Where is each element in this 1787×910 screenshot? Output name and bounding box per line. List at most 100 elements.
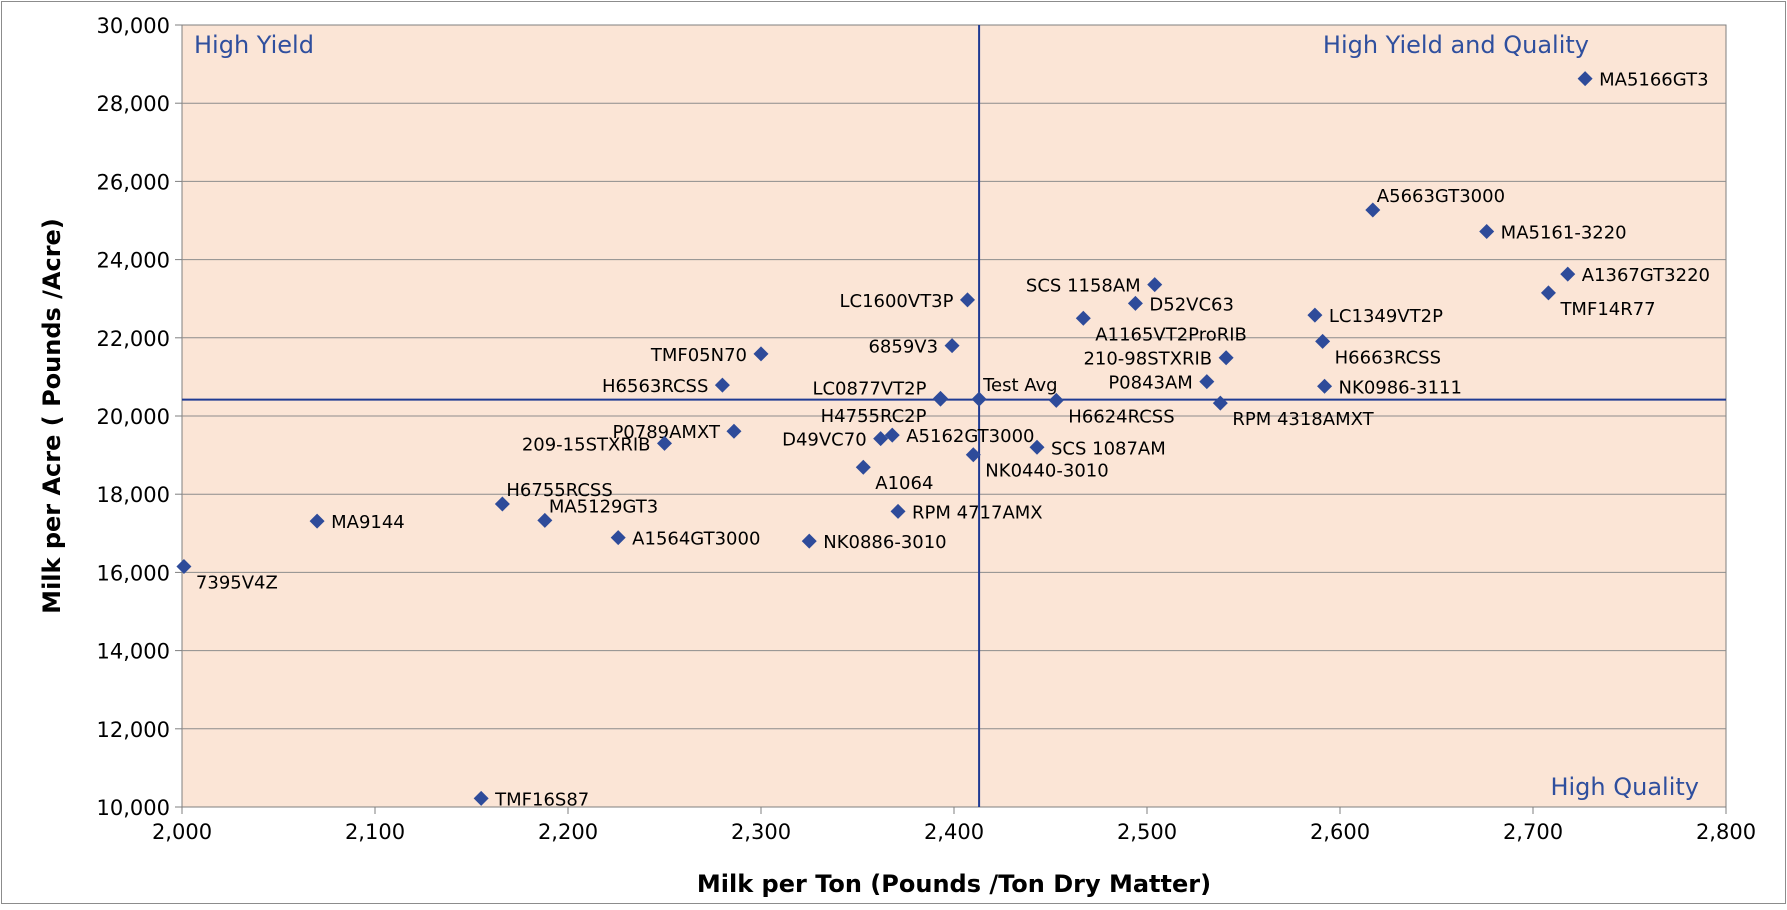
- point-label: 209-15STXRIB: [522, 434, 651, 455]
- point-label: MA5166GT3: [1599, 70, 1708, 91]
- y-tick-label: 16,000: [97, 561, 170, 585]
- point-label: H6755RCSS: [506, 480, 612, 501]
- point-label: MA5161-3220: [1501, 222, 1627, 243]
- data-point: [873, 431, 889, 447]
- point-label: A1564GT3000: [632, 529, 760, 550]
- point-label: SCS 1158AM: [1026, 276, 1141, 297]
- data-point: [309, 513, 325, 529]
- data-point: [714, 377, 730, 393]
- x-tick-label: 2,000: [152, 820, 212, 844]
- data-point: [884, 427, 900, 443]
- point-label: P0843AM: [1108, 373, 1193, 394]
- data-point: [537, 512, 553, 528]
- point-label: H6624RCSS: [1068, 406, 1174, 427]
- point-label: D52VC63: [1149, 294, 1234, 315]
- point-label: P0789AMXT: [612, 422, 721, 443]
- y-axis-title: Milk per Acre ( Pounds /Acre): [38, 218, 66, 614]
- data-point: [944, 338, 960, 354]
- data-point: [1127, 295, 1143, 311]
- point-label: A1064: [875, 473, 933, 494]
- data-point: [1317, 378, 1333, 394]
- x-tick-label: 2,600: [1310, 820, 1370, 844]
- data-point: [965, 447, 981, 463]
- point-label: LC0877VT2P: [812, 378, 926, 399]
- y-tick-label: 26,000: [97, 170, 170, 194]
- data-point: [1029, 439, 1045, 455]
- data-point: [1315, 333, 1331, 349]
- point-label: TMF14R77: [1559, 299, 1655, 320]
- data-points: MA5166GT3 A5663GT3000 MA5161-3220 A1367GT32…: [176, 70, 1710, 810]
- data-point: [1199, 374, 1215, 390]
- data-point: [801, 533, 817, 549]
- data-point: [1212, 395, 1228, 411]
- data-point: [1048, 392, 1064, 408]
- data-point: [932, 391, 948, 407]
- point-label: TMF05N70: [650, 345, 747, 366]
- point-label: MA5129GT3: [549, 496, 658, 517]
- quadrant-label: High Yield and Quality: [1323, 31, 1589, 59]
- data-point: [1479, 223, 1495, 239]
- x-tick-label: 2,400: [924, 820, 984, 844]
- gridlines: [182, 102, 1726, 730]
- data-point: [1560, 266, 1576, 282]
- quadrant-labels: High Yield High Yield and Quality High Qua…: [194, 31, 1699, 801]
- data-point: [1218, 350, 1234, 366]
- data-point: [1365, 202, 1381, 218]
- data-point: [1540, 285, 1556, 301]
- data-point: [1307, 307, 1323, 323]
- point-label: NK0986-3111: [1339, 377, 1462, 398]
- data-point: [657, 435, 672, 451]
- y-tick-label: 18,000: [97, 483, 170, 507]
- y-tick-label: 10,000: [97, 796, 170, 820]
- y-tick-label: 28,000: [97, 92, 170, 116]
- x-tick-label: 2,300: [731, 820, 791, 844]
- point-label: 210-98STXRIB: [1083, 349, 1212, 370]
- point-label: SCS 1087AM: [1051, 438, 1166, 459]
- point-label: 7395V4Z: [196, 573, 278, 594]
- data-point: [610, 530, 626, 546]
- data-point: [1147, 277, 1163, 293]
- quadrant-label: High Quality: [1550, 773, 1699, 801]
- point-label: LC1349VT2P: [1329, 306, 1443, 327]
- x-tick-label: 2,100: [345, 820, 405, 844]
- y-tick-label: 12,000: [97, 718, 170, 742]
- point-label: H6663RCSS: [1335, 347, 1441, 368]
- data-point: [971, 391, 987, 407]
- point-label: A5663GT3000: [1377, 186, 1505, 207]
- reference-lines: [182, 25, 1726, 807]
- y-tick-label: 24,000: [97, 249, 170, 273]
- data-point: [855, 459, 871, 475]
- x-tick-label: 2,200: [538, 820, 598, 844]
- data-point: [494, 496, 510, 512]
- point-label: NK0886-3010: [823, 532, 946, 553]
- point-label: H6563RCSS: [602, 376, 708, 397]
- point-label: LC1600VT3P: [839, 291, 953, 312]
- point-label: RPM 4717AMX: [912, 502, 1043, 523]
- data-point: [473, 790, 489, 806]
- point-label: TMF16S87: [494, 789, 589, 810]
- x-axis-title: Milk per Ton (Pounds /Ton Dry Matter): [697, 870, 1211, 898]
- data-point: [890, 503, 906, 519]
- point-label: A1165VT2ProRIB: [1095, 324, 1247, 345]
- y-tick-label: 14,000: [97, 640, 170, 664]
- point-label: Test Avg: [982, 375, 1058, 396]
- point-label: 6859V3: [868, 337, 938, 358]
- point-label: D49VC70: [782, 430, 867, 451]
- data-point: [753, 346, 769, 362]
- x-tick-label: 2,500: [1117, 820, 1177, 844]
- point-label: H4755RC2P: [821, 406, 927, 427]
- y-tick-label: 20,000: [97, 405, 170, 429]
- quadrant-label: High Yield: [194, 31, 314, 59]
- x-tick-label: 2,800: [1696, 820, 1756, 844]
- point-label: A5162GT3000: [906, 426, 1034, 447]
- axes: 10,000 12,000 14,000 16,000 18,000 20,000 22,0…: [97, 14, 1757, 844]
- data-point: [1075, 310, 1091, 326]
- y-tick-label: 30,000: [97, 14, 170, 38]
- point-label: RPM 4318AMXT: [1232, 409, 1374, 430]
- point-label: NK0440-3010: [985, 461, 1108, 482]
- point-label: A1367GT3220: [1582, 265, 1710, 286]
- y-tick-label: 22,000: [97, 327, 170, 351]
